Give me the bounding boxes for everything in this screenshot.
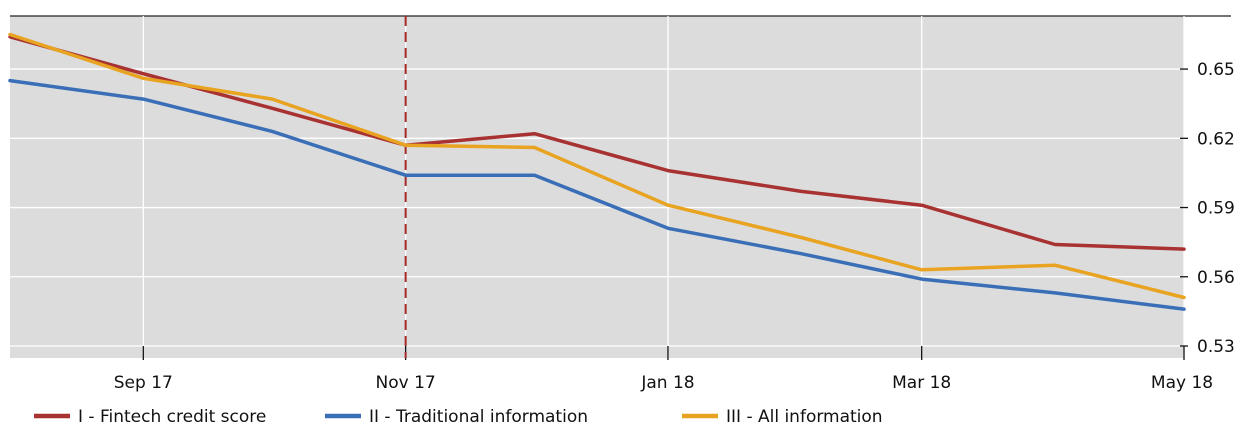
- plot-area-background: [10, 16, 1184, 358]
- legend-label-1: I - Fintech credit score: [78, 407, 266, 426]
- legend-label-2: II - Traditional information: [369, 407, 588, 426]
- legend-item-1: I - Fintech credit score: [34, 407, 266, 426]
- series-line-3: [8, 32, 1186, 300]
- legend-item-3: III - All information: [682, 407, 883, 426]
- y-tick-label-4: 0.65: [1197, 60, 1235, 80]
- x-tick-label-3: Mar 18: [892, 373, 951, 393]
- y-tick-label-1: 0.56: [1197, 268, 1235, 288]
- legend-label-3: III - All information: [726, 407, 883, 426]
- series-line-2: [8, 78, 1186, 311]
- y-tick-label-2: 0.59: [1197, 199, 1235, 219]
- x-tick-label-0: Sep 17: [114, 373, 173, 393]
- x-tick-label-4: May 18: [1151, 373, 1213, 393]
- x-tick-label-1: Nov 17: [376, 373, 436, 393]
- y-tick-label-0: 0.53: [1197, 337, 1235, 357]
- legend-item-2: II - Traditional information: [325, 407, 588, 426]
- y-tick-label-3: 0.62: [1197, 129, 1235, 149]
- series-line-1: [8, 35, 1186, 251]
- x-tick-label-2: Jan 18: [640, 373, 694, 393]
